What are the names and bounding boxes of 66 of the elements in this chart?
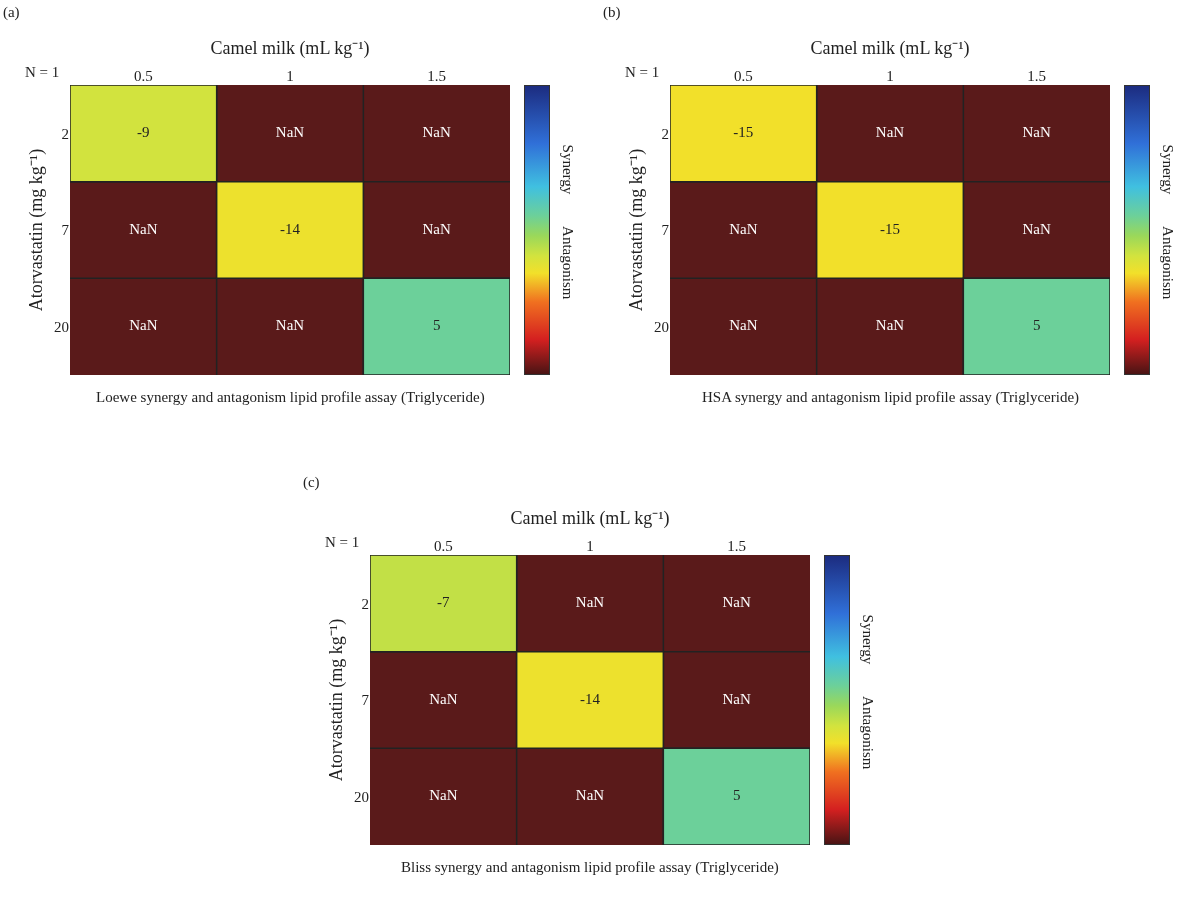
text: NaN: [875, 317, 905, 334]
x-axis-title: Camel milk (mL kg⁻¹): [810, 38, 970, 60]
text: Synergy: [560, 144, 577, 195]
x-tick-label: 1: [586, 538, 594, 554]
text: NaN: [722, 594, 751, 611]
data-label: 5: [1032, 317, 1041, 334]
x-tick-label: 1.5: [1027, 68, 1047, 84]
text: HSA synergy and antagonism lipid profile assay (Triglyceride): [702, 389, 1080, 406]
chart-title: (a): [2, 3, 20, 21]
x-tick-label: 0.5: [133, 68, 153, 84]
x-tick-label: 0.5: [433, 538, 453, 554]
y-axis-title: Atorvastatin (mg kg⁻¹): [326, 618, 348, 782]
data-label: -15: [880, 220, 900, 237]
data-label: -14: [280, 220, 301, 237]
y-tick-label: 2: [61, 125, 69, 142]
text: N = 1: [25, 64, 60, 80]
text: NaN: [722, 690, 751, 707]
data-label: 5: [432, 317, 441, 334]
data-label: 5: [732, 787, 741, 804]
text: NaN: [1022, 124, 1051, 141]
y-tick-label: 7: [61, 222, 70, 239]
y-tick-label: 20: [354, 788, 369, 805]
text: NaN: [1022, 220, 1051, 237]
text: Loewe synergy and antagonism lipid profile assay (Triglyceride): [96, 389, 485, 406]
x-tick-label: 1: [286, 68, 294, 84]
y-tick-label: 7: [661, 222, 670, 239]
y-axis-title: Atorvastatin (mg kg⁻¹): [26, 148, 48, 312]
data-label: -15: [733, 124, 754, 141]
text: NaN: [275, 124, 305, 141]
y-tick-label: 20: [54, 318, 69, 335]
text: NaN: [875, 124, 905, 141]
text: NaN: [729, 220, 758, 237]
x-tick-label: 1.5: [427, 68, 447, 84]
x-tick-label: 1.5: [727, 538, 747, 554]
text: NaN: [729, 317, 758, 334]
text: Synergy: [1160, 144, 1177, 195]
text: Antagonism: [859, 696, 876, 770]
text: NaN: [422, 220, 451, 237]
text: NaN: [575, 787, 605, 804]
text: Bliss synergy and antagonism lipid profile assay (Triglyceride): [401, 859, 779, 876]
text: Synergy: [860, 614, 877, 665]
text: Antagonism: [559, 226, 576, 300]
x-axis-title: Camel milk (mL kg⁻¹): [210, 38, 370, 60]
data-label: -7: [437, 594, 451, 611]
text: NaN: [422, 124, 451, 141]
text: NaN: [275, 317, 305, 334]
chart-title: (b): [602, 3, 621, 21]
data-label: -14: [580, 690, 601, 707]
y-axis-title: Atorvastatin (mg kg⁻¹): [626, 148, 648, 312]
text: NaN: [575, 594, 605, 611]
text: N = 1: [625, 64, 660, 80]
x-tick-label: 1: [886, 68, 894, 84]
y-tick-label: 2: [361, 595, 369, 612]
x-axis-title: Camel milk (mL kg⁻¹): [510, 508, 670, 530]
text: N = 1: [325, 534, 360, 550]
text: NaN: [129, 317, 158, 334]
data-label: -9: [137, 124, 150, 141]
y-tick-label: 2: [661, 125, 669, 142]
text: NaN: [429, 787, 458, 804]
chart-title: (c): [302, 473, 320, 491]
text: Antagonism: [1159, 226, 1176, 300]
x-tick-label: 0.5: [733, 68, 753, 84]
y-tick-label: 20: [654, 318, 669, 335]
text: NaN: [429, 690, 458, 707]
text: NaN: [129, 220, 158, 237]
y-tick-label: 7: [361, 692, 370, 709]
